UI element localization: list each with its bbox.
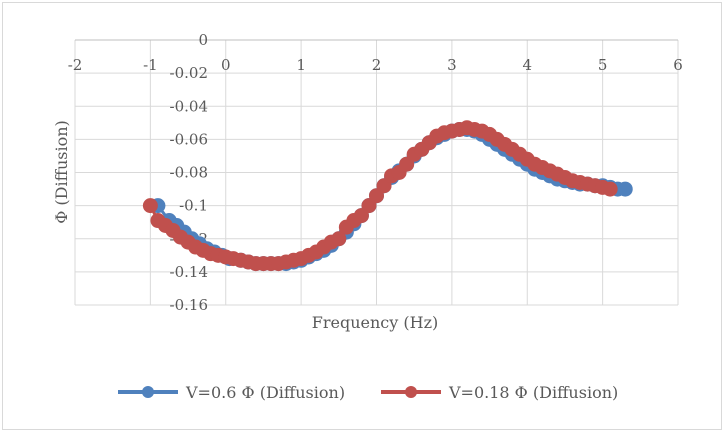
y-tick-label: -0.16 bbox=[170, 296, 208, 314]
x-tick-label: -2 bbox=[68, 56, 83, 74]
legend-marker-2 bbox=[405, 386, 417, 398]
x-tick-labels: -2 -1 0 1 2 3 4 5 6 bbox=[68, 56, 683, 74]
y-tick-label: -0.06 bbox=[170, 130, 208, 148]
series bbox=[142, 120, 633, 272]
gridlines bbox=[74, 39, 679, 306]
y-tick-label: -0.14 bbox=[170, 263, 208, 281]
x-tick-label: 6 bbox=[673, 56, 683, 74]
x-tick-label: 5 bbox=[598, 56, 608, 74]
series-1 bbox=[150, 121, 633, 272]
x-axis-title: Frequency (Hz) bbox=[312, 313, 439, 332]
y-tick-label: -0.02 bbox=[170, 64, 208, 82]
data-point bbox=[331, 231, 347, 247]
x-tick-label: -1 bbox=[143, 56, 158, 74]
data-point bbox=[602, 181, 618, 197]
x-tick-label: 0 bbox=[221, 56, 231, 74]
series-2 bbox=[142, 120, 618, 272]
y-tick-label: -0.08 bbox=[170, 164, 208, 182]
legend: V=0.6 Φ (Diffusion) V=0.18 Φ (Diffusion) bbox=[118, 383, 618, 402]
legend-label-1: V=0.6 Φ (Diffusion) bbox=[185, 383, 345, 402]
y-axis-title: Φ (Diffusion) bbox=[52, 120, 71, 224]
x-tick-label: 3 bbox=[447, 56, 457, 74]
data-point bbox=[142, 198, 158, 214]
data-point bbox=[617, 181, 633, 197]
y-tick-label: 0 bbox=[198, 31, 208, 49]
y-tick-label: -0.04 bbox=[170, 97, 208, 115]
x-tick-label: 4 bbox=[522, 56, 532, 74]
x-tick-label: 2 bbox=[372, 56, 382, 74]
legend-label-2: V=0.18 Φ (Diffusion) bbox=[448, 383, 618, 402]
legend-item-1: V=0.6 Φ (Diffusion) bbox=[118, 383, 345, 402]
y-tick-labels: 0-0.02-0.04-0.06-0.08-0.1-0.12-0.14-0.16 bbox=[170, 31, 208, 314]
series-line-1 bbox=[156, 127, 626, 266]
legend-item-2: V=0.18 Φ (Diffusion) bbox=[381, 383, 618, 402]
legend-marker-1 bbox=[142, 386, 154, 398]
x-tick-label: 1 bbox=[296, 56, 306, 74]
y-tick-label: -0.1 bbox=[179, 197, 208, 215]
